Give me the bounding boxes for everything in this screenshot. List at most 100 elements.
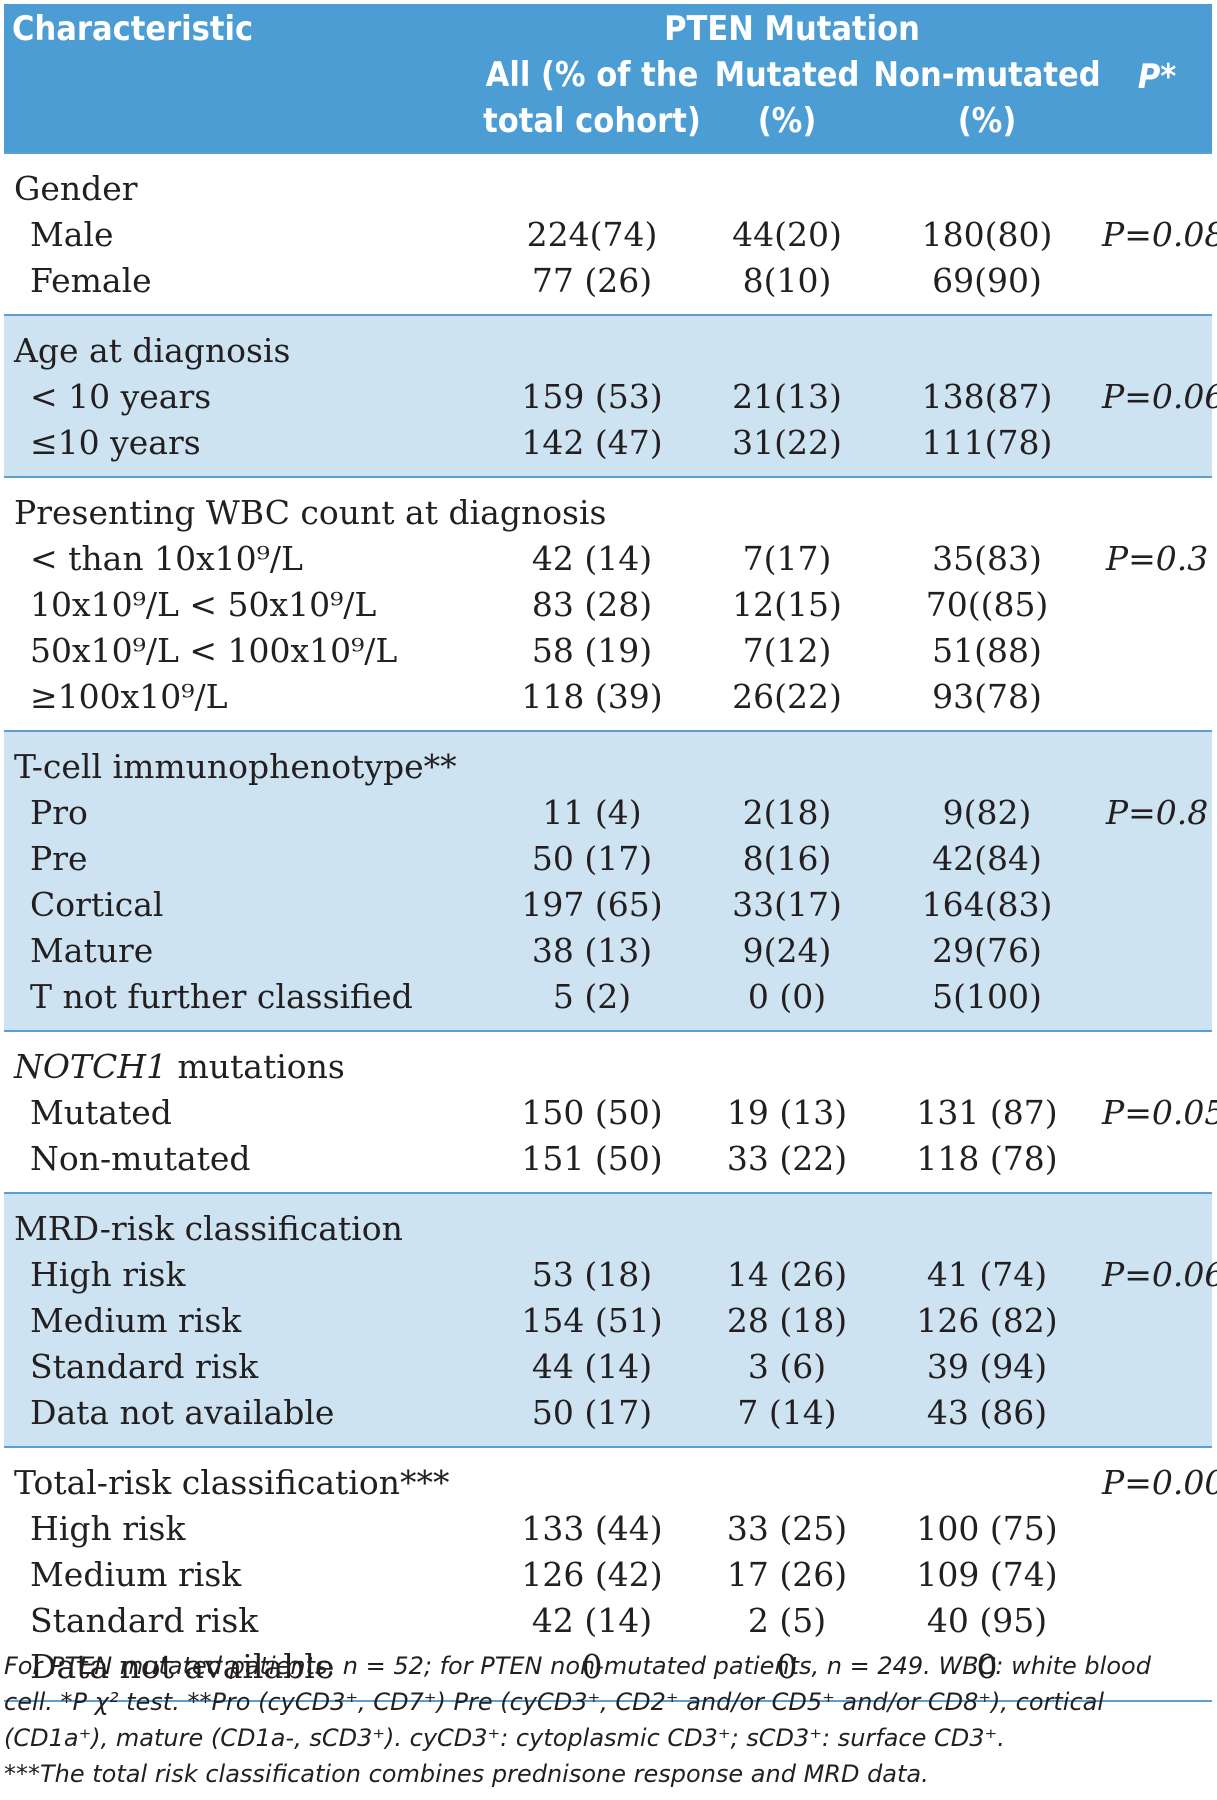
group-title: Age at diagnosis <box>4 315 1102 374</box>
row-label: Mature <box>30 931 154 970</box>
all-value: 58 (19) <box>531 631 653 670</box>
row-label: ≤10 years <box>30 423 201 462</box>
p-value <box>1102 1506 1212 1552</box>
all-value: 154 (51) <box>521 1301 663 1340</box>
table-row: 50x10⁹/L < 100x10⁹/L 58 (19) 7(12) 51(88) <box>4 628 1212 674</box>
group-title-row: T-cell immunophenotype** <box>4 731 1212 790</box>
group-title-row: Presenting WBC count at diagnosis <box>4 477 1212 536</box>
mutated-value: 3 (6) <box>747 1347 827 1386</box>
non-mutated-value: 40 (95) <box>926 1601 1048 1640</box>
non-mutated-value: 138(87) <box>921 377 1053 416</box>
p-value <box>1102 1390 1212 1447</box>
all-value: 133 (44) <box>521 1509 663 1548</box>
table-row: < than 10x10⁹/L 42 (14) 7(17) 35(83) P=0.3 <box>4 536 1212 582</box>
non-mutated-value: 39 (94) <box>926 1347 1048 1386</box>
p-value-text: P=0.08 <box>1102 215 1217 254</box>
table-row: Standard risk 44 (14) 3 (6) 39 (94) <box>4 1344 1212 1390</box>
row-label: 10x10⁹/L < 50x10⁹/L <box>30 585 377 624</box>
p-value <box>1102 836 1212 882</box>
p-value <box>1102 1344 1212 1390</box>
group-title-text: Presenting WBC count at diagnosis <box>14 493 607 532</box>
group-title-row: NOTCH1 mutations <box>4 1031 1212 1090</box>
row-label: Medium risk <box>30 1555 242 1594</box>
p-value-text: P=0.3 <box>1105 539 1209 578</box>
table-row: Mutated 150 (50) 19 (13) 131 (87) P=0.05 <box>4 1090 1217 1136</box>
all-value: 150 (50) <box>521 1093 663 1132</box>
all-header-line1: All (% of the <box>485 55 699 95</box>
row-label: T not further classified <box>30 977 413 1016</box>
p-value-text: P=0.004 <box>1102 1463 1217 1502</box>
pten-characteristics-table: Characteristic PTEN Mutation P* All (% o… <box>4 4 1217 1702</box>
non-mutated-value: 93(78) <box>932 677 1042 716</box>
all-value: 77 (26) <box>531 261 653 300</box>
group-title-text: Total-risk classification*** <box>14 1463 450 1502</box>
table-row: Pro 11 (4) 2(18) 9(82) P=0.8 <box>4 790 1212 836</box>
mutated-value: 33 (22) <box>726 1139 848 1178</box>
mutated-value: 33 (25) <box>726 1509 848 1548</box>
group-title: Presenting WBC count at diagnosis <box>4 477 1102 536</box>
row-label: Male <box>30 215 114 254</box>
p-value <box>1102 974 1212 1031</box>
all-value: 159 (53) <box>521 377 663 416</box>
all-value: 224(74) <box>526 215 658 254</box>
table-row: Data not available 50 (17) 7 (14) 43 (86) <box>4 1390 1212 1447</box>
row-label: Standard risk <box>30 1601 259 1640</box>
non-mutated-value: 41 (74) <box>926 1255 1048 1294</box>
group-p-value: P=0.004 <box>1102 1447 1217 1506</box>
row-label: Cortical <box>30 885 164 924</box>
mutated-value: 9(24) <box>742 931 832 970</box>
non-mutated-value: 164(83) <box>921 885 1053 924</box>
group-title: NOTCH1 mutations <box>4 1031 1102 1090</box>
table-footnote: For PTEN mutated patients, n = 52; for P… <box>4 1648 1214 1792</box>
all-value: 83 (28) <box>531 585 653 624</box>
mutated-value: 44(20) <box>732 215 842 254</box>
table-header: Characteristic PTEN Mutation P* All (% o… <box>4 4 1213 153</box>
table-group: Presenting WBC count at diagnosis < than … <box>4 477 1213 731</box>
group-p-value <box>1102 1031 1212 1090</box>
p-value-text: P=0.06 <box>1102 1255 1217 1294</box>
non-mutated-value: 5(100) <box>932 977 1042 1016</box>
non-mutated-value: 51(88) <box>932 631 1042 670</box>
footnote-line: cell. *P χ² test. **Pro (cyCD3⁺, CD7⁺) P… <box>4 1688 1105 1716</box>
table-row: Medium risk 126 (42) 17 (26) 109 (74) <box>4 1552 1212 1598</box>
table-row: Cortical 197 (65) 33(17) 164(83) <box>4 882 1212 928</box>
non-mutated-value: 69(90) <box>932 261 1042 300</box>
group-title-text: mutations <box>166 1047 345 1086</box>
row-label: Data not available <box>30 1647 335 1686</box>
group-title-row: Gender <box>4 153 1212 212</box>
group-title-text: Age at diagnosis <box>14 331 291 370</box>
table-group: T-cell immunophenotype** Pro 11 (4) 2(18) 9(… <box>4 731 1213 1031</box>
non-mutated-value: 111(78) <box>921 423 1053 462</box>
table-row: T not further classified 5 (2) 0 (0) 5(100) <box>4 974 1212 1031</box>
row-label: < than 10x10⁹/L <box>30 539 303 578</box>
table-group: Total-risk classification*** P=0.004 High … <box>4 1447 1217 1701</box>
p-value: P=0.05 <box>1102 1090 1217 1136</box>
table-row: ≥100x10⁹/L 118 (39) 26(22) 93(78) <box>4 674 1212 731</box>
p-value-header: P* <box>1102 4 1212 153</box>
row-label: High risk <box>30 1509 186 1548</box>
non-mutated-value: 118 (78) <box>916 1139 1058 1178</box>
all-value: 142 (47) <box>521 423 663 462</box>
p-value: P=0.08 <box>1102 212 1217 258</box>
non-mutated-value: 29(76) <box>932 931 1042 970</box>
row-label: Medium risk <box>30 1301 242 1340</box>
row-label: High risk <box>30 1255 186 1294</box>
row-label: Pro <box>30 793 88 832</box>
row-label: < 10 years <box>30 377 212 416</box>
mutated-value: 8(16) <box>742 839 832 878</box>
non-mutated-value: 126 (82) <box>916 1301 1058 1340</box>
footnote-line: (CD1a⁺), mature (CD1a-, sCD3⁺). cyCD3⁺: … <box>4 1724 1005 1752</box>
p-value <box>1102 882 1212 928</box>
group-title-italic: NOTCH1 <box>14 1047 167 1086</box>
all-value: 0 <box>581 1647 603 1686</box>
mutated-column-header: Mutated (%) <box>702 52 872 153</box>
mutated-value: 0 <box>776 1647 798 1686</box>
non-mutated-value: 100 (75) <box>916 1509 1058 1548</box>
mutated-value: 28 (18) <box>726 1301 848 1340</box>
non-mutated-header-line1: Non-mutated <box>873 55 1101 95</box>
group-title-row: Total-risk classification*** P=0.004 <box>4 1447 1217 1506</box>
mutated-value: 7(12) <box>742 631 832 670</box>
table-group: MRD-risk classification High risk 53 (18) 1… <box>4 1193 1217 1447</box>
group-title: MRD-risk classification <box>4 1193 1102 1252</box>
non-mutated-value: 70((85) <box>925 585 1049 624</box>
